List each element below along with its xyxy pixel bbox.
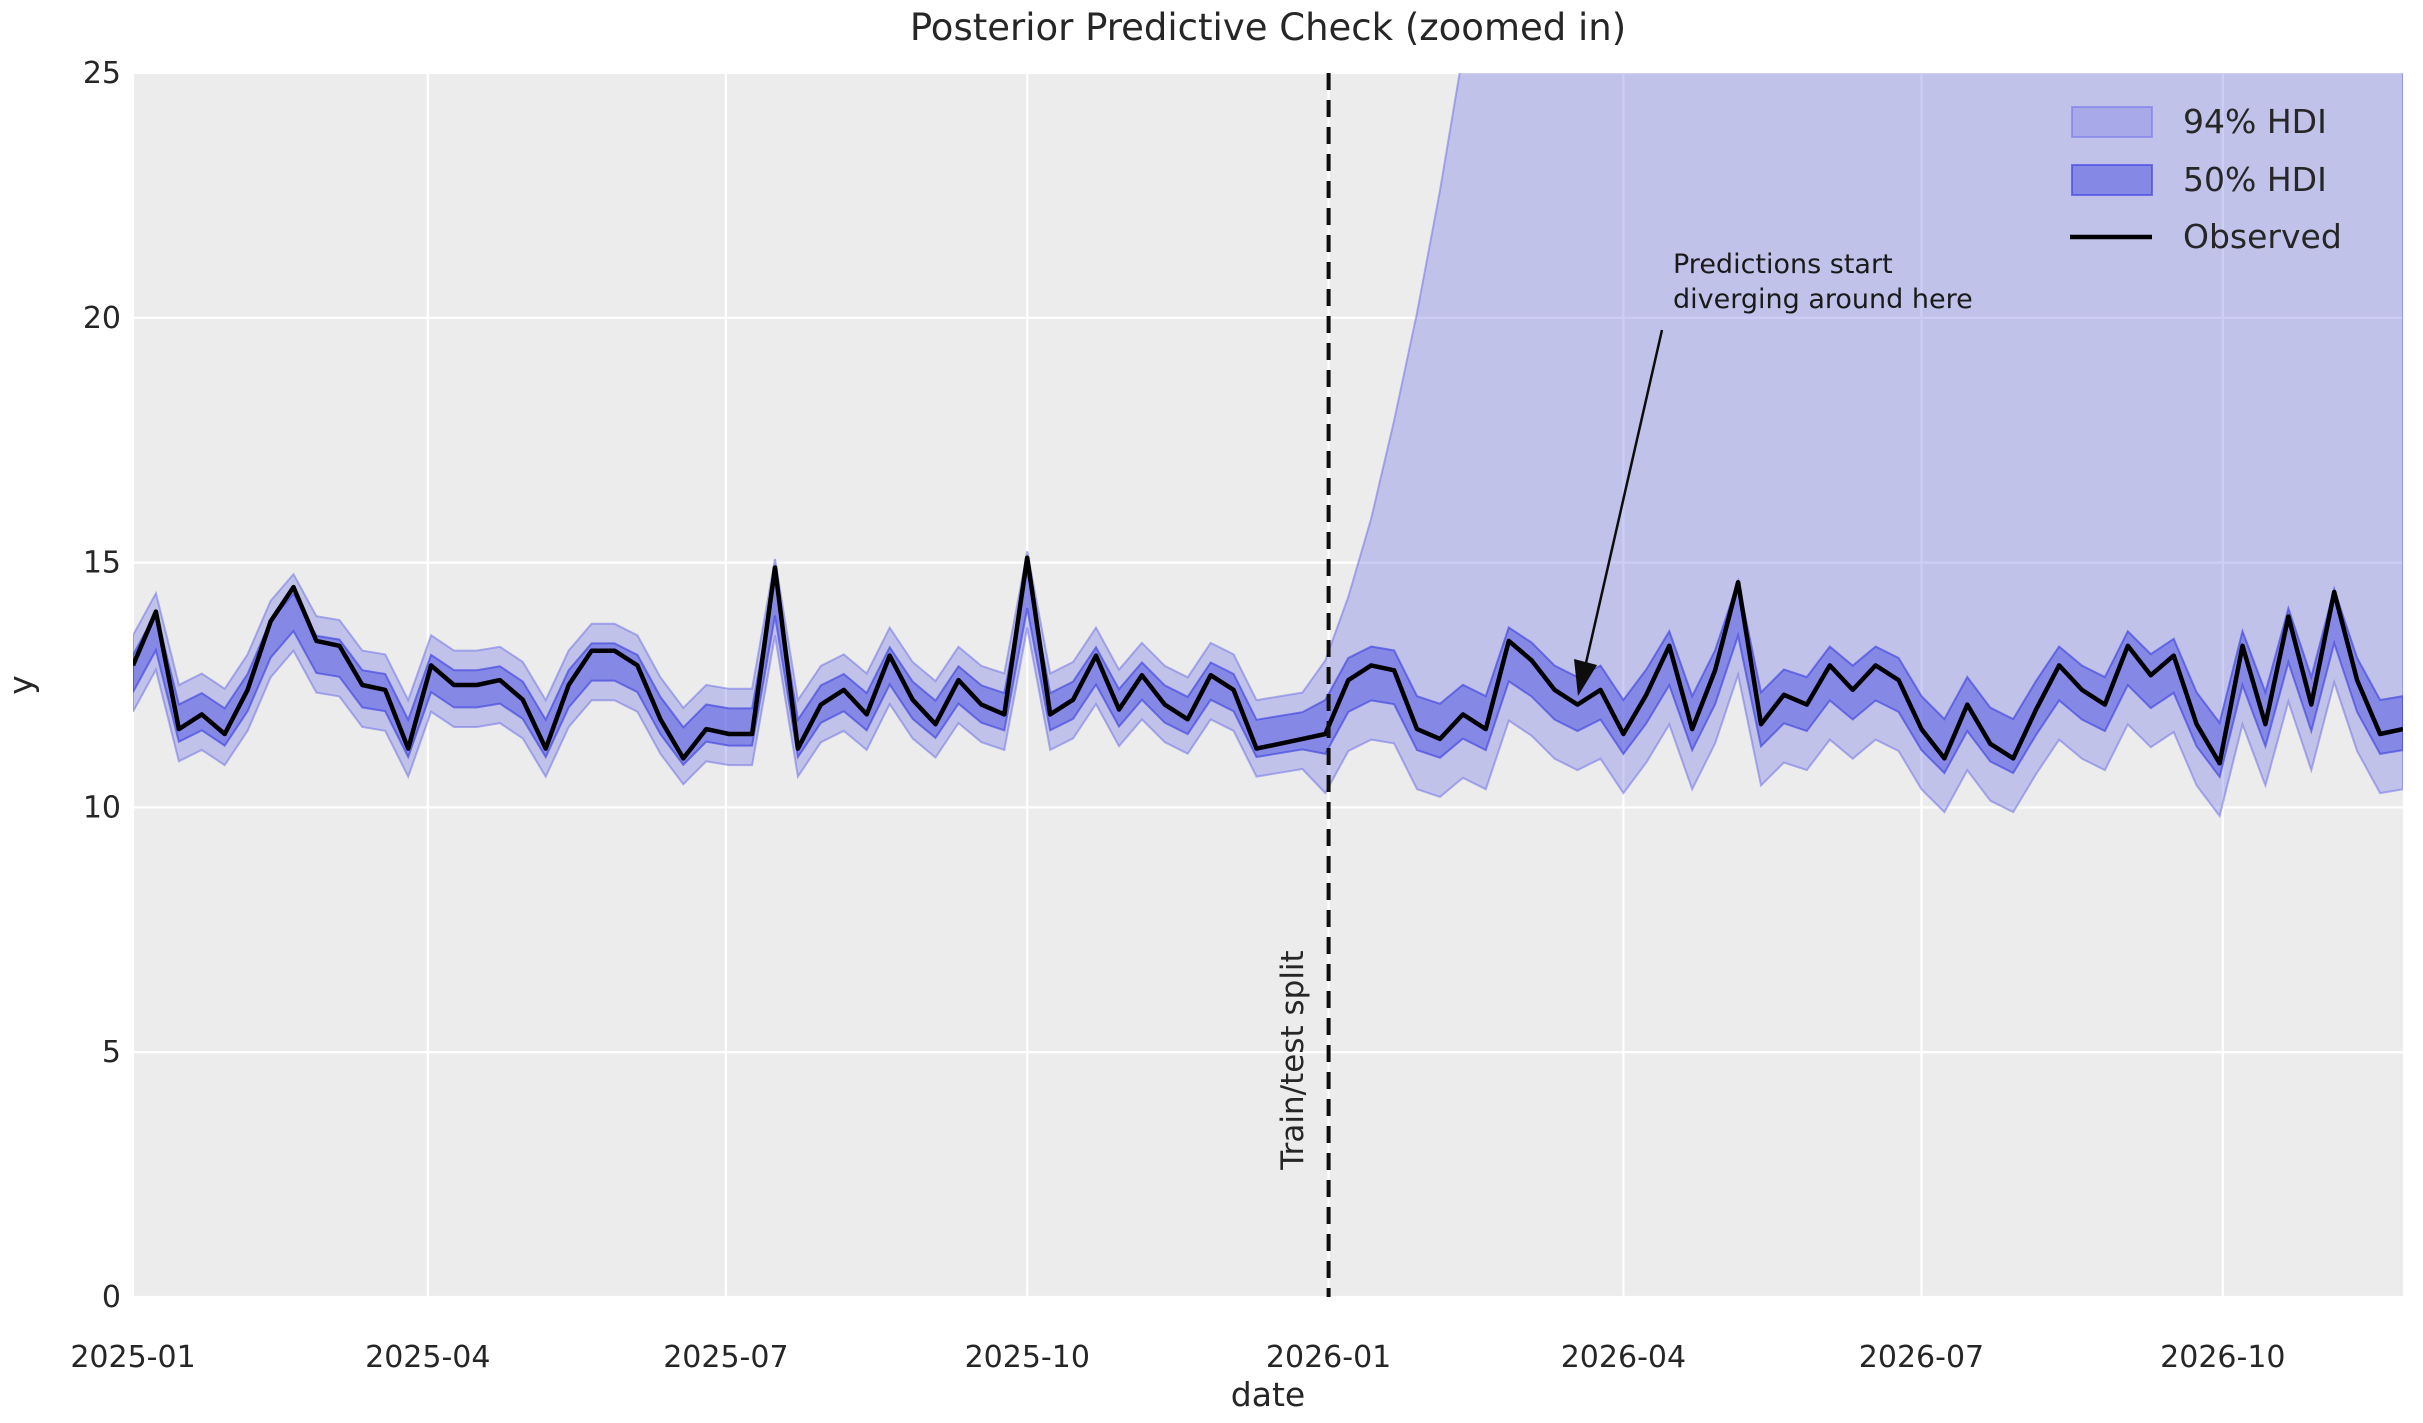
gridlines [131,71,2403,1299]
y-axis-label: y [1,675,40,695]
x-tick-label: 2026-04 [1561,1340,1686,1375]
annotation-arrow-head [1574,659,1597,696]
legend-label-50-hdi: 50% HDI [2183,160,2327,199]
chart-title: Posterior Predictive Check (zoomed in) [910,6,1626,49]
y-tick-label: 10 [83,790,121,825]
legend: 94% HDI 50% HDI Observed [2070,102,2342,256]
y-tick-label: 15 [83,546,121,581]
y-tick-label: 0 [102,1280,121,1315]
legend-swatch-50-hdi [2071,164,2153,196]
x-tick-label: 2025-10 [965,1340,1090,1375]
y-tick-label: 20 [83,301,121,336]
x-tick-label: 2026-01 [1266,1340,1391,1375]
y-tick-label: 5 [102,1035,121,1070]
hdi-50-band [133,570,2403,780]
annotation: Predictions start diverging around here [1574,249,1973,696]
legend-label-94-hdi: 94% HDI [2183,102,2327,141]
legend-swatch-94-hdi [2071,106,2153,138]
observed-line [133,555,2403,766]
x-tick-label: 2026-10 [2160,1340,2285,1375]
x-tick-label: 2026-07 [1859,1340,1984,1375]
annotation-text-line1: Predictions start [1673,249,1893,280]
annotation-text-line2: diverging around here [1673,284,1973,315]
legend-label-observed: Observed [2183,217,2342,256]
annotation-arrow-line [1584,329,1664,664]
x-tick-label: 2025-07 [663,1340,788,1375]
x-tick-label: 2025-04 [365,1340,490,1375]
train-test-split-label: Train/test split [1275,950,1311,1170]
x-axis-tick-labels: 2025-01 2025-04 2025-07 2025-10 2026-01 2026-… [70,1340,2285,1375]
x-axis-label: date [1231,1375,1305,1414]
x-tick-label: 2025-01 [70,1340,195,1375]
y-tick-label: 25 [83,56,121,91]
y-axis-tick-labels: 0 5 10 15 20 25 [83,56,121,1315]
hdi-94-band [133,73,2403,819]
